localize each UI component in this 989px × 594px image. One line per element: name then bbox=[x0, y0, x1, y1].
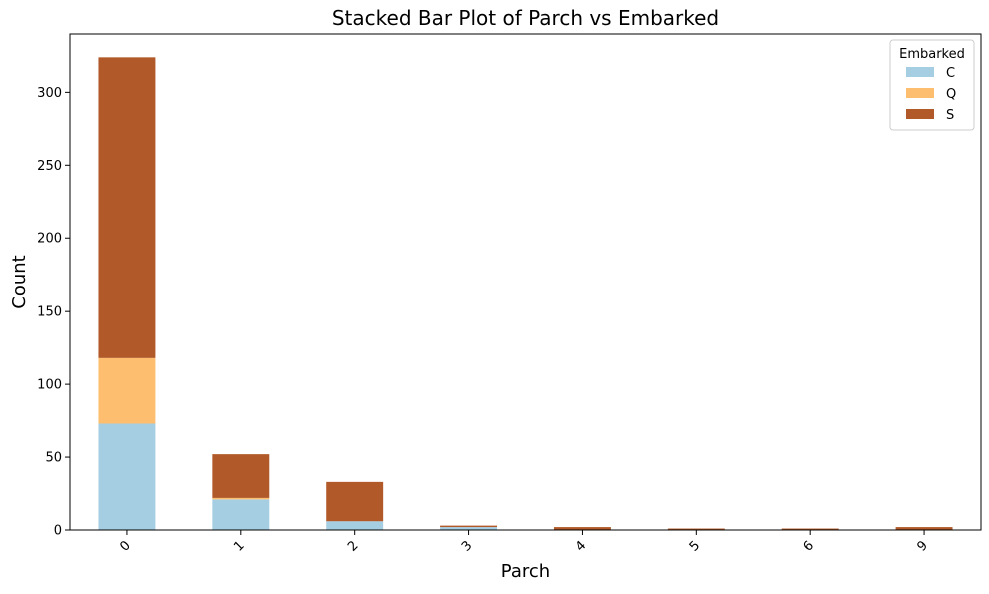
legend-swatch-c bbox=[906, 67, 934, 77]
x-axis-label: Parch bbox=[501, 561, 550, 582]
y-tick-label: 150 bbox=[37, 305, 62, 320]
bar-segment-q-parch-0 bbox=[98, 357, 156, 424]
x-tick-label: 0 bbox=[117, 538, 133, 554]
x-tick-label: 2 bbox=[345, 538, 361, 554]
bar-segment-s-parch-9 bbox=[895, 527, 953, 530]
bar-segment-c-parch-0 bbox=[98, 423, 156, 530]
y-axis-label: Count bbox=[9, 255, 30, 308]
y-axis: 0 50 100 150 200 250 300 bbox=[37, 86, 70, 539]
bar-segment-s-parch-6 bbox=[781, 528, 839, 530]
bars-layer bbox=[98, 57, 953, 530]
bar-segment-c-parch-3 bbox=[440, 527, 498, 530]
y-tick-label: 250 bbox=[37, 159, 62, 174]
bar-segment-c-parch-2 bbox=[326, 521, 384, 530]
legend-swatch-s bbox=[906, 109, 934, 119]
x-tick-label: 4 bbox=[573, 538, 589, 554]
x-tick-label: 6 bbox=[801, 538, 817, 554]
legend-swatch-q bbox=[906, 88, 934, 98]
bar-segment-s-parch-3 bbox=[440, 525, 498, 528]
y-tick-label: 200 bbox=[37, 232, 62, 247]
x-tick-label: 9 bbox=[914, 538, 930, 554]
bar-segment-q-parch-1 bbox=[212, 497, 270, 500]
legend-label-s: S bbox=[946, 108, 954, 123]
y-tick-label: 100 bbox=[37, 378, 62, 393]
x-axis: 0 1 2 3 4 5 6 9 bbox=[117, 530, 931, 555]
y-tick-label: 0 bbox=[54, 524, 62, 539]
legend-title: Embarked bbox=[899, 47, 965, 62]
y-tick-label: 300 bbox=[37, 86, 62, 101]
legend-box bbox=[889, 39, 975, 131]
bar-segment-c-parch-1 bbox=[212, 499, 270, 530]
legend: Embarked CQS bbox=[889, 39, 975, 131]
legend-label-c: C bbox=[946, 66, 955, 81]
bar-segment-s-parch-1 bbox=[212, 454, 270, 498]
x-tick-label: 1 bbox=[231, 538, 247, 554]
chart-title: Stacked Bar Plot of Parch vs Embarked bbox=[332, 6, 719, 30]
bar-segment-s-parch-0 bbox=[98, 57, 156, 358]
bar-segment-s-parch-2 bbox=[326, 481, 384, 522]
x-tick-label: 3 bbox=[459, 538, 475, 554]
y-tick-label: 50 bbox=[45, 451, 62, 466]
bar-segment-s-parch-5 bbox=[667, 528, 725, 530]
plot-frame bbox=[69, 33, 982, 531]
x-tick-label: 5 bbox=[687, 538, 703, 554]
bar-segment-s-parch-4 bbox=[553, 527, 611, 530]
legend-label-q: Q bbox=[946, 87, 956, 102]
